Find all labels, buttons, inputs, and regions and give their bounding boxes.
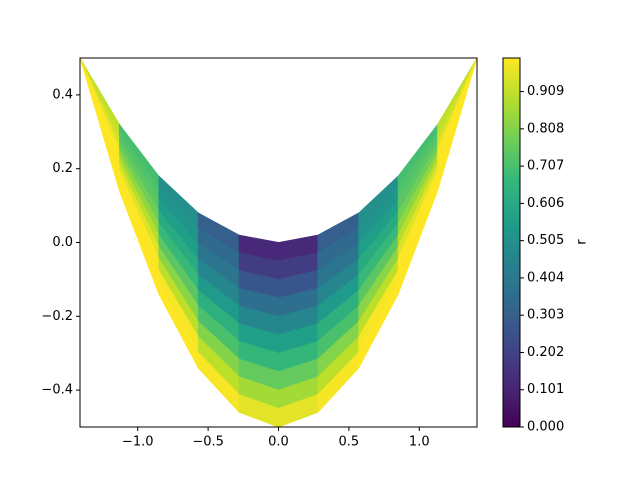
colorbar [502,57,521,428]
colorbar-tick-label: 0.606 [527,196,564,211]
colorbar-tick-label: 0.303 [527,308,564,323]
mesh-cell [437,57,478,191]
colorbar-tick-label: 0.707 [527,159,564,174]
x-tick-label: 0.5 [339,435,360,450]
y-tick-label: −0.2 [41,309,73,324]
y-tick-label: 0.0 [52,235,73,250]
colorbar-label: r [575,239,590,245]
colorbar-tick-label: 0.404 [527,270,564,285]
colorbar-tick-label: 0.808 [527,121,564,136]
colorbar-tick-label: 0.505 [527,233,564,248]
x-tick-label: −0.5 [192,435,224,450]
colorbar-tick-label: 0.101 [527,382,564,397]
x-tick-label: 0.0 [268,435,289,450]
colorbar-tick-label: 0.909 [527,84,564,99]
colorbar-tick-label: 0.202 [527,345,564,360]
colorbar-tick-label: 0.000 [527,420,564,435]
x-tick-label: −1.0 [122,435,154,450]
y-tick-label: 0.2 [52,161,73,176]
y-tick-label: −0.4 [41,383,73,398]
y-tick-label: 0.4 [52,87,73,102]
x-tick-label: 1.0 [409,435,430,450]
